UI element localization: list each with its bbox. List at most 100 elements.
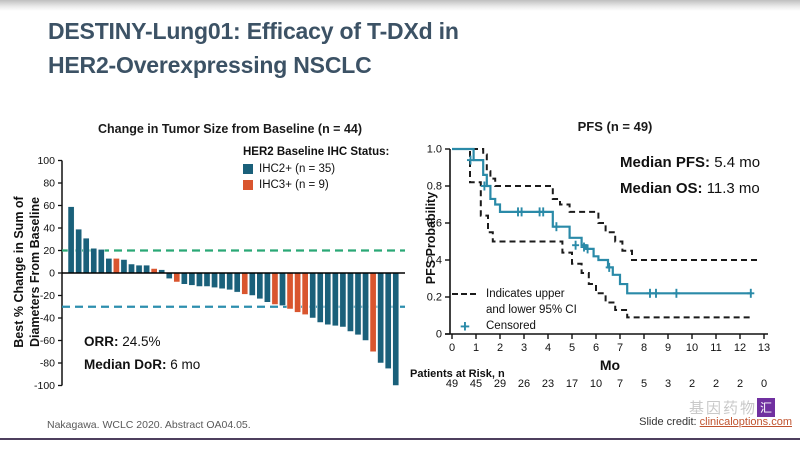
orr-annotation: ORR: 24.5% bbox=[84, 334, 161, 349]
risk-count: 17 bbox=[566, 378, 578, 390]
km-x-tick-label: 9 bbox=[665, 342, 671, 354]
km-x-tick-label: 5 bbox=[569, 342, 575, 354]
waterfall-bar bbox=[354, 272, 362, 336]
watermark-box: 汇 bbox=[756, 398, 775, 417]
waterfall-bar bbox=[271, 272, 279, 305]
km-x-tick-label: 2 bbox=[497, 342, 503, 354]
waterfall-bar bbox=[248, 272, 256, 296]
risk-count: 45 bbox=[470, 378, 482, 390]
risk-count: 26 bbox=[518, 378, 530, 390]
waterfall-bar bbox=[256, 272, 264, 300]
watermark: 基因药物汇 bbox=[689, 397, 775, 418]
waterfall-annotations: ORR: 24.5% Median DoR: 6 mo bbox=[84, 330, 200, 376]
legend-item-ihc3-label: IHC3+ (n = 9) bbox=[259, 179, 329, 191]
km-y-tick-label: 0.6 bbox=[427, 218, 442, 230]
waterfall-bar bbox=[241, 272, 249, 295]
waterfall-bar bbox=[90, 248, 98, 274]
footer-divider bbox=[0, 438, 800, 440]
footer-citation: Nakagawa. WCLC 2020. Abstract OA04.05. bbox=[47, 419, 251, 431]
waterfall-bar bbox=[392, 272, 400, 386]
legend-item-ihc2-label: IHC2+ (n = 35) bbox=[259, 163, 336, 175]
km-lower-ci bbox=[452, 148, 752, 319]
waterfall-bar bbox=[113, 258, 120, 274]
waterfall-bar bbox=[316, 272, 324, 323]
page-title-line1: DESTINY-Lung01: Efficacy of T-DXd in bbox=[48, 18, 459, 44]
waterfall-bar bbox=[286, 272, 294, 310]
km-curve bbox=[452, 147, 752, 295]
legend-item-ihc2: IHC2+ (n = 35) bbox=[243, 163, 389, 175]
km-x-tick-label: 1 bbox=[473, 342, 479, 354]
km-y-tick-label: 1.0 bbox=[427, 144, 442, 156]
waterfall-bar bbox=[369, 272, 377, 352]
waterfall-bar bbox=[309, 272, 317, 319]
pfs-x-axis-label: Mo bbox=[600, 357, 620, 373]
ihc2-swatch-icon bbox=[243, 164, 253, 174]
median-os-stat: Median OS: 11.3 mo bbox=[620, 180, 760, 197]
waterfall-bar bbox=[264, 272, 271, 303]
waterfall-bar bbox=[105, 258, 113, 274]
km-x-tick-label: 4 bbox=[545, 342, 551, 354]
risk-count: 23 bbox=[542, 378, 554, 390]
risk-count: 49 bbox=[446, 378, 458, 390]
top-strip bbox=[0, 0, 800, 11]
slide-credit-label: Slide credit: bbox=[639, 416, 700, 428]
km-x-tick-label: 10 bbox=[686, 342, 698, 354]
risk-count: 2 bbox=[737, 378, 743, 390]
km-y-tick-label: 0.8 bbox=[427, 181, 442, 193]
wf-y-tick-label: -60 bbox=[40, 335, 55, 347]
legend-item-ihc3: IHC3+ (n = 9) bbox=[243, 179, 389, 191]
waterfall-bar bbox=[377, 272, 384, 364]
slide-credit-link[interactable]: clinicaloptions.com bbox=[699, 416, 792, 428]
km-x-tick-label: 3 bbox=[521, 342, 527, 354]
waterfall-bar bbox=[339, 272, 347, 328]
waterfall-bar bbox=[128, 263, 135, 274]
waterfall-bar bbox=[82, 237, 90, 274]
waterfall-bar bbox=[173, 272, 181, 283]
waterfall-legend-title: HER2 Baseline IHC Status: bbox=[243, 146, 390, 158]
waterfall-bar bbox=[301, 272, 309, 315]
watermark-text: 基因药物 bbox=[688, 400, 757, 417]
waterfall-bar bbox=[67, 206, 75, 274]
pfs-chart-title: PFS (n = 49) bbox=[577, 119, 653, 134]
pfs-legend: Indicates upper and lower 95% CI + Censo… bbox=[452, 287, 577, 335]
waterfall-plot: 100 80 60 40 20 0 -20 -40 -60 -80 -100 bbox=[34, 155, 405, 392]
waterfall-bar bbox=[181, 272, 188, 285]
waterfall-bar bbox=[188, 272, 196, 286]
waterfall-bar bbox=[165, 272, 173, 279]
pfs-plot: Mo Patients at Risk, n 1.00.80.60.40.200… bbox=[410, 144, 770, 391]
km-y-tick-label: 0 bbox=[436, 329, 442, 341]
wf-y-tick-label: 60 bbox=[43, 200, 55, 212]
waterfall-bar bbox=[384, 272, 392, 369]
ci-legend-line2: and lower 95% CI bbox=[486, 304, 577, 316]
km-x-tick-label: 11 bbox=[710, 342, 721, 354]
km-x-tick-label: 7 bbox=[617, 342, 623, 354]
waterfall-bar bbox=[324, 272, 332, 325]
wf-y-tick-label: -40 bbox=[40, 313, 55, 325]
waterfall-bar bbox=[203, 272, 211, 287]
wf-y-tick-label: -100 bbox=[34, 380, 55, 392]
km-x-tick-label: 6 bbox=[593, 342, 599, 354]
risk-count: 2 bbox=[713, 378, 719, 390]
patients-at-risk-label: Patients at Risk, n bbox=[410, 368, 505, 380]
waterfall-bar bbox=[120, 259, 128, 274]
wf-y-tick-label: 0 bbox=[49, 268, 55, 280]
waterfall-bar bbox=[294, 272, 301, 313]
waterfall-bar bbox=[226, 272, 234, 291]
risk-count: 0 bbox=[761, 378, 767, 390]
km-y-tick-label: 0.4 bbox=[427, 255, 442, 267]
risk-count: 3 bbox=[665, 378, 671, 390]
wf-y-tick-label: 100 bbox=[37, 155, 55, 167]
km-x-tick-label: 12 bbox=[734, 342, 746, 354]
page-title: DESTINY-Lung01: Efficacy of T-DXd in HER… bbox=[48, 14, 568, 82]
waterfall-bar bbox=[211, 272, 218, 288]
waterfall-bar bbox=[279, 272, 286, 306]
ci-dash-icon bbox=[452, 293, 476, 295]
risk-count: 29 bbox=[494, 378, 506, 390]
pfs-stats: Median PFS: 5.4 mo Median OS: 11.3 mo bbox=[620, 150, 760, 202]
waterfall-bar bbox=[143, 264, 150, 274]
wf-y-tick-label: 40 bbox=[43, 223, 55, 235]
waterfall-bar bbox=[218, 272, 226, 289]
waterfall-chart-title: Change in Tumor Size from Baseline (n = … bbox=[97, 122, 363, 136]
waterfall-bar bbox=[97, 249, 105, 274]
wf-y-tick-label: 80 bbox=[43, 178, 55, 190]
